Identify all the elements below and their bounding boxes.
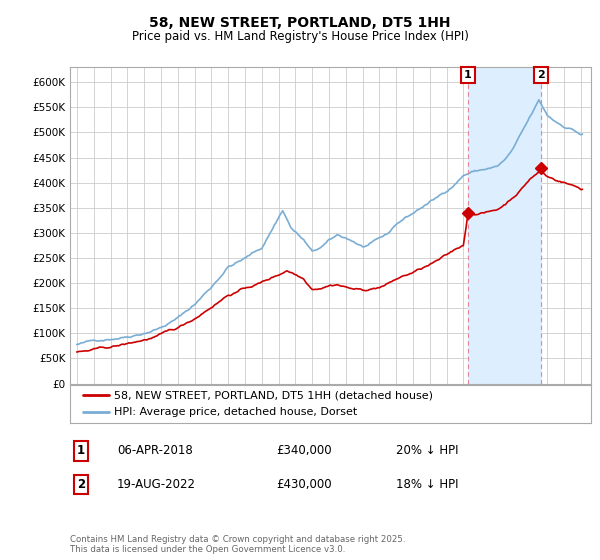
Text: 1: 1 <box>464 70 472 80</box>
Bar <box>468 67 541 384</box>
Text: 2: 2 <box>537 70 545 80</box>
Text: 58, NEW STREET, PORTLAND, DT5 1HH (detached house): 58, NEW STREET, PORTLAND, DT5 1HH (detac… <box>115 390 433 400</box>
Text: 2: 2 <box>77 478 85 491</box>
Text: 19-AUG-2022: 19-AUG-2022 <box>117 478 196 491</box>
Text: 18% ↓ HPI: 18% ↓ HPI <box>396 478 458 491</box>
Text: 06-APR-2018: 06-APR-2018 <box>117 444 193 458</box>
Text: £430,000: £430,000 <box>276 478 332 491</box>
Text: HPI: Average price, detached house, Dorset: HPI: Average price, detached house, Dors… <box>115 407 358 417</box>
Text: Contains HM Land Registry data © Crown copyright and database right 2025.
This d: Contains HM Land Registry data © Crown c… <box>70 535 406 554</box>
Text: 1: 1 <box>77 444 85 458</box>
Text: 58, NEW STREET, PORTLAND, DT5 1HH: 58, NEW STREET, PORTLAND, DT5 1HH <box>149 16 451 30</box>
Text: £340,000: £340,000 <box>276 444 332 458</box>
Text: Price paid vs. HM Land Registry's House Price Index (HPI): Price paid vs. HM Land Registry's House … <box>131 30 469 43</box>
Text: 20% ↓ HPI: 20% ↓ HPI <box>396 444 458 458</box>
